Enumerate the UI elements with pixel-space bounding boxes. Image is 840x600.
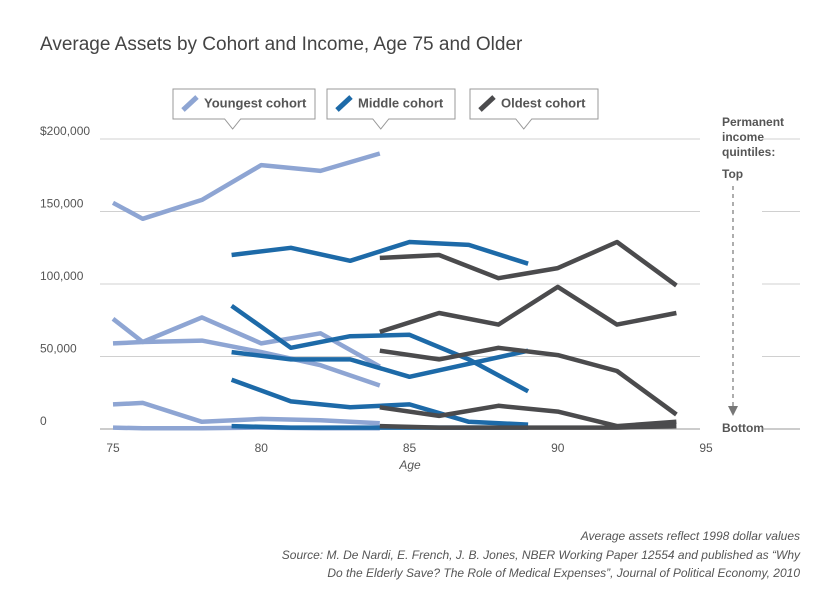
chart-title: Average Assets by Cohort and Income, Age… bbox=[40, 34, 523, 55]
legend-label: Oldest cohort bbox=[501, 95, 586, 110]
annotation: quintiles: bbox=[722, 145, 775, 159]
y-tick-label: 100,000 bbox=[40, 269, 84, 283]
data-line bbox=[230, 377, 529, 427]
data-line bbox=[379, 284, 677, 335]
note: Average assets reflect 1998 dollar value… bbox=[580, 529, 800, 543]
note: Source: M. De Nardi, E. French, J. B. Jo… bbox=[282, 548, 801, 562]
annotation: income bbox=[722, 130, 764, 144]
data-line bbox=[111, 151, 381, 222]
legend-label: Middle cohort bbox=[358, 95, 444, 110]
legend-swatch bbox=[181, 95, 199, 112]
y-tick-label: $200,000 bbox=[40, 124, 90, 138]
x-tick-label: 80 bbox=[255, 441, 269, 455]
x-tick-label: 90 bbox=[551, 441, 565, 455]
y-tick-label: 50,000 bbox=[40, 342, 77, 356]
data-line bbox=[379, 423, 677, 430]
legend-box bbox=[326, 88, 456, 130]
data-line bbox=[379, 239, 678, 288]
y-tick-label: 0 bbox=[40, 414, 47, 428]
x-tick-label: 95 bbox=[699, 441, 713, 455]
legend-box bbox=[172, 88, 316, 130]
legend-swatch bbox=[335, 95, 353, 112]
annotation: Top bbox=[722, 167, 743, 181]
data-line bbox=[112, 400, 380, 426]
data-line bbox=[231, 239, 529, 266]
legend-swatch bbox=[478, 95, 496, 112]
data-line bbox=[379, 345, 678, 417]
x-tick-label: 85 bbox=[403, 441, 417, 455]
data-line bbox=[231, 348, 529, 380]
arrow-head bbox=[728, 406, 738, 416]
annotation: Permanent bbox=[722, 115, 784, 129]
x-axis-label: Age bbox=[398, 458, 421, 472]
legend-label: Youngest cohort bbox=[204, 95, 307, 110]
data-line bbox=[112, 338, 381, 388]
x-tick-label: 75 bbox=[106, 441, 120, 455]
annotation: Bottom bbox=[722, 421, 764, 435]
note: Do the Elderly Save? The Role of Medical… bbox=[327, 566, 800, 580]
y-tick-label: 150,000 bbox=[40, 197, 84, 211]
data-line bbox=[230, 303, 530, 394]
legend-box bbox=[469, 88, 599, 130]
